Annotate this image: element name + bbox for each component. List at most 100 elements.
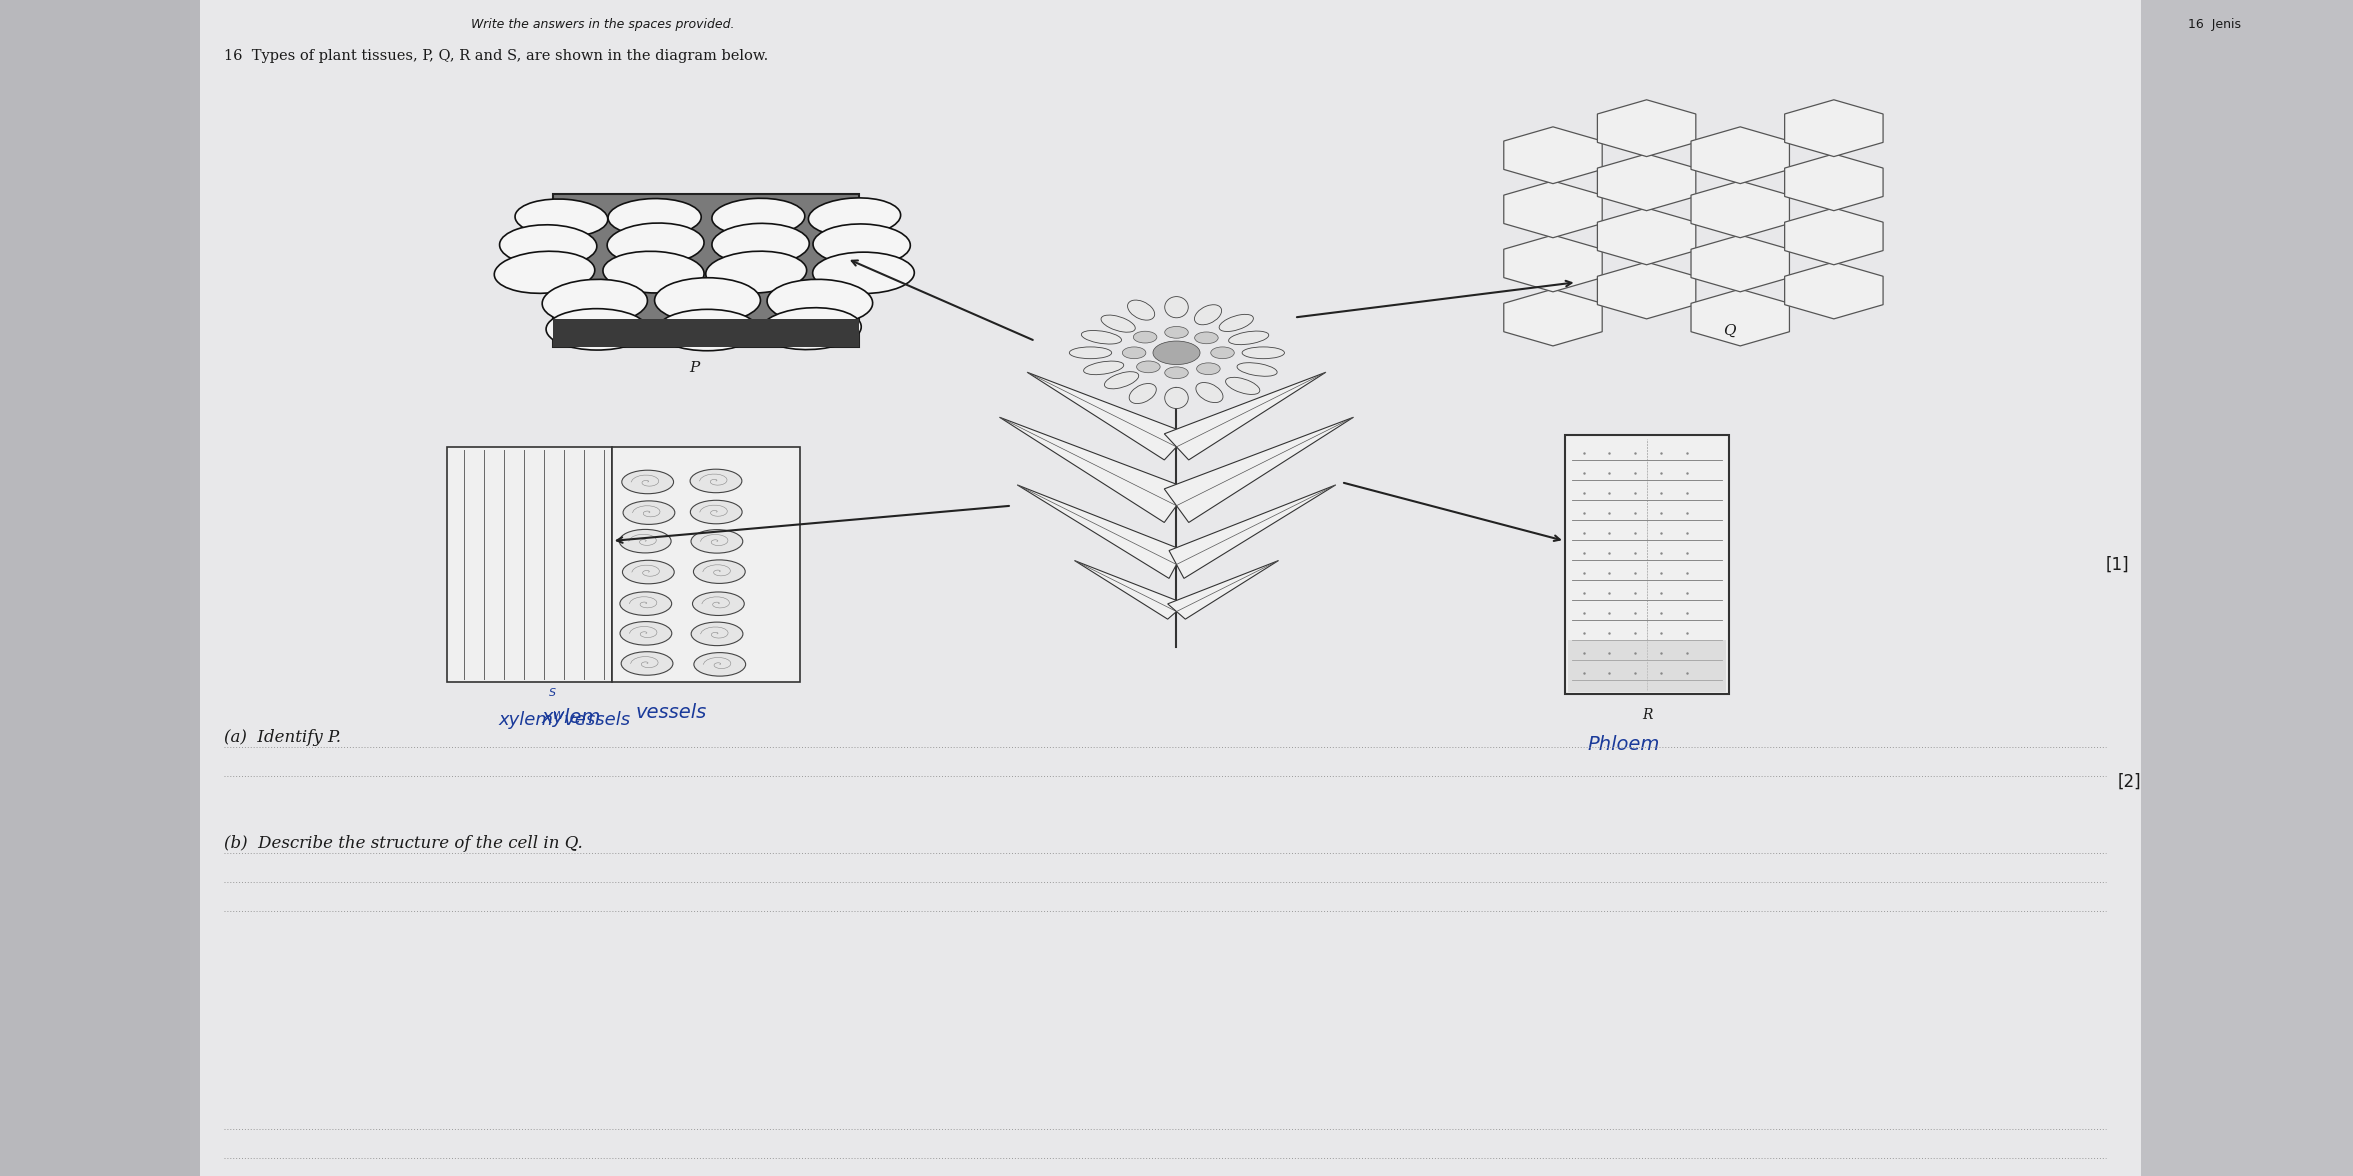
Bar: [553, 194, 859, 347]
Bar: [0, 0, 200, 1176]
Polygon shape: [1504, 181, 1602, 238]
Ellipse shape: [760, 308, 861, 349]
Circle shape: [1136, 361, 1160, 373]
Polygon shape: [1692, 181, 1788, 238]
Ellipse shape: [621, 470, 673, 494]
Text: xylem: xylem: [541, 708, 600, 727]
Ellipse shape: [814, 223, 911, 266]
Circle shape: [1153, 341, 1200, 365]
Ellipse shape: [541, 280, 647, 325]
Text: S: S: [548, 688, 558, 699]
Polygon shape: [1504, 127, 1602, 183]
Polygon shape: [1165, 373, 1325, 460]
Polygon shape: [1075, 561, 1186, 619]
Ellipse shape: [607, 223, 704, 265]
Circle shape: [1198, 363, 1221, 375]
Polygon shape: [1165, 417, 1353, 522]
Polygon shape: [1692, 127, 1788, 183]
Ellipse shape: [1195, 305, 1221, 325]
Text: Phloem: Phloem: [1588, 735, 1659, 754]
Ellipse shape: [624, 560, 675, 583]
Text: 16  Jenis: 16 Jenis: [2188, 18, 2242, 31]
Ellipse shape: [692, 592, 744, 615]
Bar: [447, 447, 612, 682]
Ellipse shape: [621, 652, 673, 675]
Ellipse shape: [692, 622, 744, 646]
Text: 16  Types of plant tissues, P, Q, R and S, are shown in the diagram below.: 16 Types of plant tissues, P, Q, R and S…: [224, 49, 767, 64]
Polygon shape: [1784, 208, 1882, 265]
Polygon shape: [1784, 262, 1882, 319]
Ellipse shape: [619, 529, 671, 553]
Text: (b)  Describe the structure of the cell in Q.: (b) Describe the structure of the cell i…: [224, 835, 581, 851]
Ellipse shape: [1238, 362, 1278, 376]
Ellipse shape: [621, 622, 673, 646]
Ellipse shape: [602, 252, 704, 293]
Text: (a)  Identify P.: (a) Identify P.: [224, 729, 341, 746]
Polygon shape: [1598, 262, 1697, 319]
Polygon shape: [1169, 485, 1337, 579]
Circle shape: [1165, 327, 1188, 339]
Ellipse shape: [1082, 330, 1122, 345]
Ellipse shape: [624, 501, 675, 524]
Circle shape: [1134, 332, 1158, 343]
Polygon shape: [1692, 235, 1788, 292]
Ellipse shape: [494, 252, 595, 293]
Polygon shape: [1000, 417, 1188, 522]
Ellipse shape: [619, 592, 671, 615]
Ellipse shape: [706, 252, 807, 293]
Ellipse shape: [656, 309, 758, 350]
Polygon shape: [1598, 208, 1697, 265]
Ellipse shape: [1165, 296, 1188, 318]
Ellipse shape: [1068, 347, 1111, 359]
Ellipse shape: [1101, 315, 1134, 332]
Polygon shape: [1504, 289, 1602, 346]
Ellipse shape: [692, 529, 744, 553]
Ellipse shape: [812, 252, 915, 294]
Polygon shape: [1784, 154, 1882, 211]
Ellipse shape: [689, 500, 741, 523]
Polygon shape: [1028, 373, 1188, 460]
Text: R: R: [1642, 708, 1652, 722]
Ellipse shape: [809, 198, 901, 236]
Circle shape: [1122, 347, 1146, 359]
Polygon shape: [1598, 100, 1697, 156]
Polygon shape: [1167, 561, 1278, 619]
Circle shape: [1165, 367, 1188, 379]
Ellipse shape: [607, 199, 701, 236]
Ellipse shape: [767, 280, 873, 325]
Bar: [200, 0, 2141, 1176]
Text: [1]: [1]: [2106, 555, 2129, 574]
Bar: [553, 320, 859, 347]
Polygon shape: [1016, 485, 1184, 579]
Ellipse shape: [1226, 377, 1259, 394]
Text: Q: Q: [1722, 323, 1737, 338]
Ellipse shape: [1104, 372, 1139, 389]
Polygon shape: [1598, 154, 1697, 211]
Ellipse shape: [1228, 332, 1268, 345]
Ellipse shape: [546, 308, 647, 350]
Bar: [1565, 435, 1729, 694]
Ellipse shape: [694, 560, 746, 583]
Ellipse shape: [1219, 314, 1254, 332]
Ellipse shape: [713, 223, 809, 265]
Ellipse shape: [654, 278, 760, 323]
Text: Write the answers in the spaces provided.: Write the answers in the spaces provided…: [471, 18, 734, 31]
Ellipse shape: [515, 199, 607, 236]
Polygon shape: [1784, 100, 1882, 156]
Ellipse shape: [1085, 361, 1125, 375]
Ellipse shape: [1242, 347, 1285, 359]
Ellipse shape: [1129, 383, 1155, 403]
Bar: [612, 447, 800, 682]
Text: vessels: vessels: [635, 703, 706, 722]
Text: [2]: [2]: [2118, 773, 2141, 791]
Ellipse shape: [1165, 387, 1188, 408]
Ellipse shape: [499, 225, 598, 266]
Ellipse shape: [1127, 300, 1155, 320]
Polygon shape: [1692, 289, 1788, 346]
Text: P: P: [689, 361, 699, 375]
Bar: [2141, 0, 2353, 1176]
Ellipse shape: [713, 199, 805, 236]
Text: xylemᵂvessels: xylemᵂvessels: [499, 711, 631, 729]
Ellipse shape: [689, 469, 741, 493]
Circle shape: [1195, 332, 1219, 343]
